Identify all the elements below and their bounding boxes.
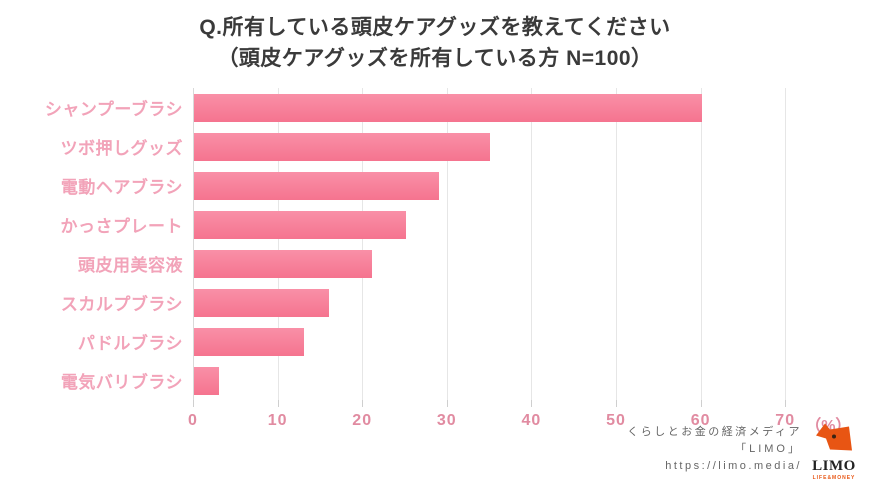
gridline-20 xyxy=(362,88,364,400)
gridline-70 xyxy=(785,88,787,400)
category-label: 電動ヘアブラシ xyxy=(60,178,183,197)
category-label: スカルプブラシ xyxy=(60,295,183,314)
gridline-10 xyxy=(277,88,279,400)
x-tick-label-0: 0 xyxy=(188,412,198,429)
llama-head-icon xyxy=(816,423,852,451)
tick-mark-60 xyxy=(700,400,702,407)
bar xyxy=(194,249,372,278)
tick-mark-0 xyxy=(193,400,194,407)
gridline-30 xyxy=(446,88,448,400)
x-tick-label-40: 40 xyxy=(521,412,542,429)
tick-mark-40 xyxy=(531,400,533,407)
gridline-40 xyxy=(531,88,533,400)
category-label: かっさプレート xyxy=(60,217,183,236)
gridline-50 xyxy=(616,88,617,400)
credit-line1: くらしとお金の経済メディア xyxy=(627,425,802,438)
tick-mark-20 xyxy=(362,400,364,407)
x-tick-label-70: 70 xyxy=(775,412,796,429)
x-tick-label-30: 30 xyxy=(436,412,457,429)
tick-mark-70 xyxy=(785,400,787,407)
bar xyxy=(194,288,330,317)
bar xyxy=(194,366,220,395)
bar-chart: 0 10 20 30 40 50 60 70 （%） シャンプーブラシ ツボ押しグッズ 電動ヘアブラシ… xyxy=(44,88,851,435)
tick-mark-10 xyxy=(277,400,279,407)
x-tick-label-10: 10 xyxy=(267,412,288,429)
x-tick-label-20: 20 xyxy=(352,412,373,429)
chart-title-line1: Q.所有している頭皮ケアグッズを教えてください xyxy=(199,16,671,39)
gridline-60 xyxy=(700,88,702,400)
tick-mark-30 xyxy=(446,400,448,407)
category-label: ツボ押しグッズ xyxy=(60,139,183,158)
bar xyxy=(194,132,491,161)
source-credit: くらしとお金の経済メディア 「LIMO」 https://limo.media/ xyxy=(627,424,802,475)
limo-logo: LIMO LIFE&MONEY xyxy=(806,423,862,482)
bar xyxy=(194,171,440,200)
category-label: パドルブラシ xyxy=(77,334,183,353)
limo-logo-tagline: LIFE&MONEY xyxy=(812,475,856,481)
credit-url: https://limo.media/ xyxy=(665,459,802,472)
x-tick-label-50: 50 xyxy=(606,412,626,429)
bar xyxy=(194,93,702,122)
credit-line2: 「LIMO」 xyxy=(735,442,802,455)
chart-title-line2: （頭皮ケアグッズを所有している方 N=100） xyxy=(217,47,653,70)
bar xyxy=(194,210,406,239)
bar xyxy=(194,327,304,356)
category-label: シャンプーブラシ xyxy=(44,100,183,119)
category-label: 電気バリブラシ xyxy=(60,373,183,392)
gridline-0 xyxy=(193,88,194,400)
chart-title: Q.所有している頭皮ケアグッズを教えてください （頭皮ケアグッズを所有している方… xyxy=(0,12,870,74)
x-tick-label-60: 60 xyxy=(690,412,711,429)
category-label: 頭皮用美容液 xyxy=(78,256,183,275)
tick-mark-50 xyxy=(616,400,617,407)
limo-logo-word: LIMO xyxy=(812,458,856,475)
